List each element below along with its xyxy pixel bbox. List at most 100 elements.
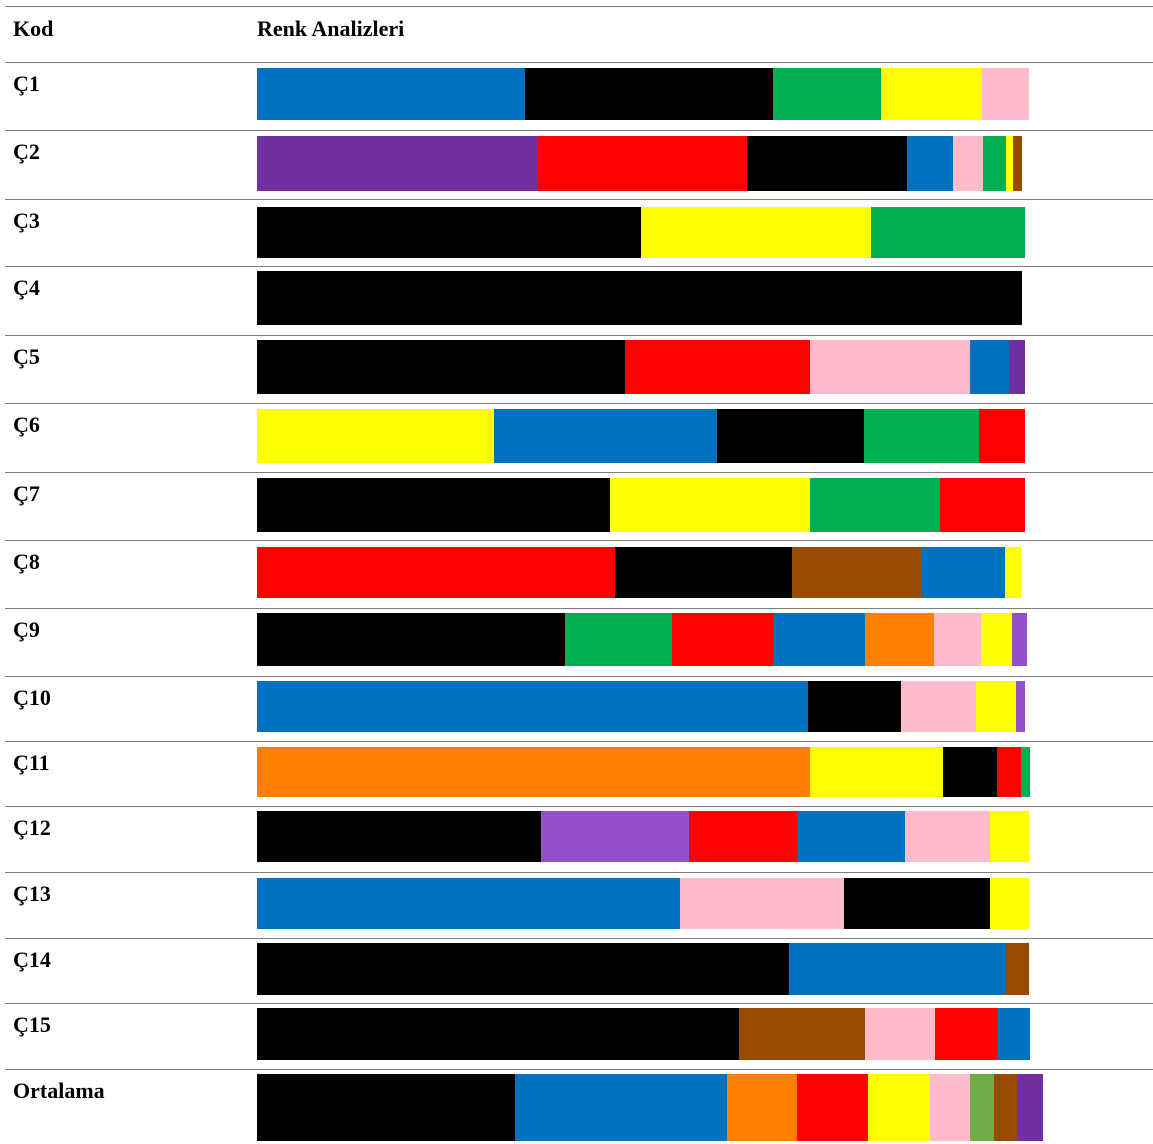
color-segment-yellow: [881, 68, 982, 120]
color-segment-black: [807, 681, 901, 732]
color-segment-black: [615, 547, 792, 598]
color-segment-olive: [970, 1074, 995, 1141]
color-segment-brown: [994, 1074, 1018, 1141]
color-segment-green: [870, 207, 1025, 258]
color-segment-yellow: [257, 409, 494, 463]
color-segment-green: [1020, 747, 1031, 797]
color-segment-yellow: [976, 681, 1016, 732]
color-segment-black: [257, 811, 541, 862]
header-code: Kod: [13, 16, 54, 41]
color-segment-black: [747, 136, 907, 191]
color-bar: [257, 547, 1021, 598]
color-segment-violet: [1011, 613, 1027, 666]
color-segment-blue: [494, 409, 718, 463]
color-segment-pink: [981, 68, 1029, 120]
color-segment-violet: [1015, 681, 1025, 732]
color-segment-blue: [773, 613, 866, 666]
color-bar: [257, 1008, 1031, 1060]
row-code: Ç11: [13, 750, 50, 775]
row-code: Ç9: [13, 617, 40, 642]
color-segment-brown: [1004, 943, 1029, 995]
color-segment-yellow: [990, 878, 1030, 929]
color-segment-purple: [1008, 340, 1025, 394]
color-segment-green: [773, 68, 882, 120]
color-segment-blue: [969, 340, 1009, 394]
color-segment-blue: [796, 811, 906, 862]
row-divider: [5, 130, 1153, 131]
color-bar: [257, 136, 1023, 191]
color-segment-blue: [906, 136, 953, 191]
color-segment-red: [978, 409, 1025, 463]
header-color-analysis: Renk Analizleri: [257, 16, 405, 41]
color-segment-red: [671, 613, 774, 666]
color-segment-pink: [934, 613, 981, 666]
color-segment-pink: [930, 1074, 971, 1141]
row-divider: [5, 540, 1153, 541]
color-segment-black: [943, 747, 998, 797]
color-segment-purple: [1017, 1074, 1044, 1141]
color-bar: [257, 271, 1022, 325]
color-segment-green: [809, 478, 941, 532]
color-segment-blue: [921, 547, 1005, 598]
color-segment-brown: [739, 1008, 866, 1060]
color-segment-red: [538, 136, 748, 191]
row-code: Ç15: [13, 1012, 51, 1037]
color-segment-yellow: [868, 1074, 931, 1141]
color-segment-brown: [1013, 136, 1023, 191]
color-segment-pink: [900, 681, 977, 732]
color-segment-purple: [257, 136, 539, 191]
row-code: Ç12: [13, 815, 51, 840]
color-segment-black: [257, 1074, 515, 1141]
row-divider: [5, 608, 1153, 609]
color-segment-yellow: [810, 747, 944, 797]
row-divider: [5, 1069, 1153, 1070]
color-segment-yellow: [640, 207, 871, 258]
row-code: Ç10: [13, 685, 51, 710]
row-code: Ç14: [13, 947, 51, 972]
color-segment-green: [863, 409, 979, 463]
row-divider: [5, 199, 1153, 200]
color-segment-violet: [540, 811, 689, 862]
row-divider: [5, 6, 1153, 7]
color-bar: [257, 1074, 1044, 1141]
color-segment-orange: [865, 613, 935, 666]
color-segment-blue: [997, 1008, 1031, 1060]
color-segment-red: [935, 1008, 998, 1060]
color-segment-black: [257, 340, 626, 394]
row-divider: [5, 872, 1153, 873]
color-segment-orange: [727, 1074, 797, 1141]
color-segment-red: [796, 1074, 869, 1141]
color-segment-blue: [257, 681, 808, 732]
row-divider: [5, 472, 1153, 473]
color-segment-yellow: [1004, 547, 1021, 598]
color-bar: [257, 613, 1027, 666]
color-bar: [257, 409, 1025, 463]
color-bar: [257, 943, 1029, 995]
row-code: Ç5: [13, 344, 40, 369]
color-bar: [257, 68, 1029, 120]
color-bar: [257, 340, 1025, 394]
color-bar: [257, 681, 1025, 732]
row-code: Ç4: [13, 275, 40, 300]
row-divider: [5, 62, 1153, 63]
row-code: Ç3: [13, 208, 40, 233]
row-code: Ç6: [13, 412, 40, 437]
color-segment-black: [257, 271, 1022, 325]
row-code: Ç13: [13, 881, 51, 906]
row-divider: [5, 938, 1153, 939]
color-segment-red: [940, 478, 1026, 532]
color-segment-blue: [257, 68, 526, 120]
color-segment-black: [257, 478, 610, 532]
color-segment-black: [525, 68, 774, 120]
row-code: Ç8: [13, 549, 40, 574]
color-bar: [257, 207, 1025, 258]
row-divider: [5, 806, 1153, 807]
row-divider: [5, 1003, 1153, 1004]
color-bar: [257, 878, 1030, 929]
color-segment-brown: [791, 547, 922, 598]
row-code: Ortalama: [13, 1078, 105, 1103]
color-segment-green: [564, 613, 672, 666]
color-segment-red: [997, 747, 1021, 797]
color-segment-black: [257, 943, 789, 995]
color-segment-black: [843, 878, 991, 929]
